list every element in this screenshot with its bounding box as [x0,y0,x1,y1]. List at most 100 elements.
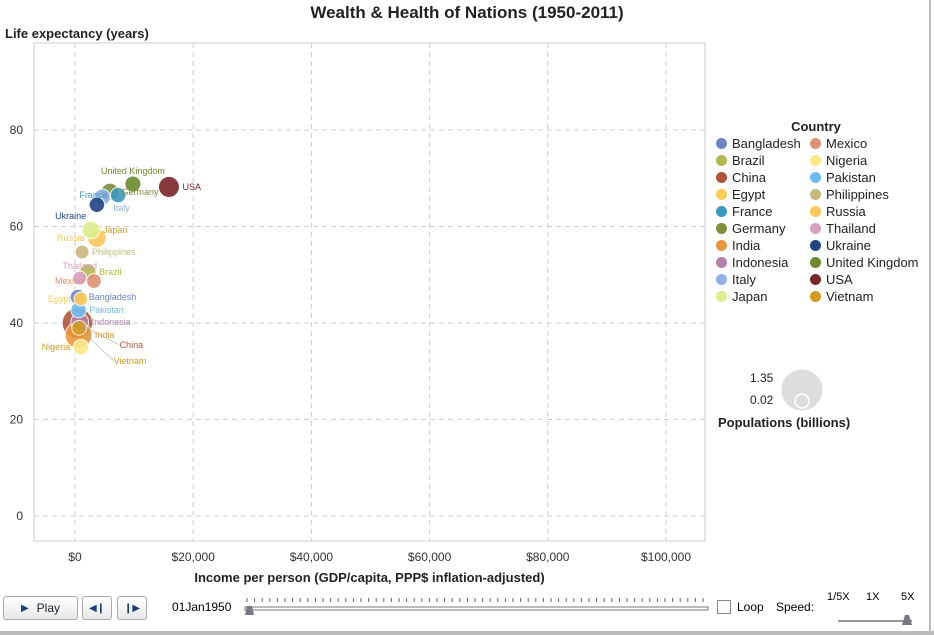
bubble-label: France [79,190,107,200]
legend-item[interactable]: Mexico [810,135,920,152]
legend-swatch [810,172,821,183]
legend-label: Germany [732,221,786,236]
legend-label: India [732,238,761,253]
legend-swatch [810,257,821,268]
legend-label: Brazil [732,153,765,168]
legend-item[interactable]: Egypt [716,186,810,203]
legend-swatch [716,172,727,183]
timeline-handle[interactable] [245,606,254,615]
bubble-label: Egypt [48,294,72,304]
legend-label: Ukraine [826,238,871,253]
legend-item[interactable]: USA [810,271,920,288]
legend-item[interactable]: China [716,169,810,186]
legend-item[interactable]: Philippines [810,186,920,203]
x-tick-label: $100,000 [641,550,691,564]
step-forward-button[interactable]: ❙▶ [117,596,147,620]
play-button[interactable]: ▶ Play [3,596,78,620]
legend-item[interactable]: Brazil [716,152,810,169]
bubble-label: Indonesia [92,317,131,327]
bubble-label: Germany [122,187,160,197]
legend-label: Philippines [826,187,889,202]
y-axis-label: Life expectancy (years) [5,26,149,41]
x-tick-label: $60,000 [408,550,452,564]
legend-label: China [732,170,766,185]
legend-item[interactable]: Nigeria [810,152,920,169]
speed-slider-handle [902,615,912,625]
legend-item[interactable]: India [716,237,810,254]
legend-label: Thailand [826,221,876,236]
bubble-label: Mexico [55,276,84,286]
bubble-label: Bangladesh [89,292,137,302]
legend-swatch [810,155,821,166]
play-icon: ▶ [20,602,29,614]
legend-swatch [810,240,821,251]
legend-item[interactable]: Bangladesh [716,135,810,152]
legend-item[interactable]: Ukraine [810,237,920,254]
legend-swatch [716,223,727,234]
x-tick-label: $80,000 [526,550,570,564]
bubble-usa[interactable] [157,175,180,198]
bubble-label: Nigeria [42,342,71,352]
legend-swatch [716,274,727,285]
legend-label: Pakistan [826,170,876,185]
legend-item[interactable]: Germany [716,220,810,237]
legend-swatch [716,138,727,149]
right-border [929,0,931,635]
legend-label: Egypt [732,187,766,202]
y-tick-label: 80 [10,123,24,137]
x-tick-label: $40,000 [290,550,334,564]
legend-item[interactable]: Thailand [810,220,920,237]
legend-item[interactable]: Italy [716,271,810,288]
legend-label: Japan [732,289,768,304]
bubble-philippines[interactable] [74,244,90,260]
legend-label: USA [826,272,853,287]
legend-item[interactable]: Japan [716,288,810,305]
legend-item[interactable]: United Kingdom [810,254,920,271]
size-legend-min-circle [794,393,810,409]
bubble-label: Italy [113,203,130,213]
legend-swatch [810,274,821,285]
bubble-thailand[interactable] [72,270,88,286]
legend-label: Indonesia [732,255,789,270]
speed-option-normal: 1X [866,591,880,603]
legend: Country Bangladesh Brazil China Egypt France… [716,119,920,305]
legend-item[interactable]: Vietnam [810,288,920,305]
bubble-united-kingdom[interactable] [124,175,142,193]
size-legend-max: 1.35 [750,371,774,385]
speed-slider[interactable] [836,612,916,626]
x-axis-label: Income per person (GDP/capita, PPP$ infl… [194,570,545,585]
bubble-japan[interactable] [81,220,101,240]
bubble-label: United Kingdom [101,166,165,176]
bubble-label: India [95,330,115,340]
legend-item[interactable]: France [716,203,810,220]
loop-checkbox[interactable] [717,600,731,614]
bubble-france[interactable] [109,186,127,204]
bubble-label: Philippines [92,247,136,257]
bubble-label: USA [182,182,201,192]
bubble-label: Vietnam [114,356,147,366]
legend-swatch [716,240,727,251]
label-leader-line [77,322,120,346]
legend-item[interactable]: Russia [810,203,920,220]
timeline-slider[interactable] [240,596,710,616]
legend-swatch [716,189,727,200]
legend-label: United Kingdom [826,255,919,270]
size-legend-min: 0.02 [750,393,774,407]
plot-area: $0 $20,000 $40,000 $60,000 $80,000 $100,000 0 2… [10,42,706,564]
step-back-button[interactable]: ◀❙ [82,596,112,620]
bubble-label: Brazil [99,267,122,277]
plot-frame [33,42,706,542]
size-legend: 1.35 0.02 Populations (billions) [718,366,858,436]
legend-item[interactable]: Pakistan [810,169,920,186]
legend-label: Russia [826,204,866,219]
legend-item[interactable]: Indonesia [716,254,810,271]
bubble-nigeria[interactable] [72,338,90,356]
bubble-label: Thailand [62,261,97,271]
label-leader-line [78,327,114,362]
legend-label: Nigeria [826,153,868,168]
size-legend-max-circle [780,368,824,412]
bubble-ukraine[interactable] [88,196,106,214]
chart-title: Wealth & Health of Nations (1950-2011) [310,3,624,22]
bubble-egypt[interactable] [73,291,89,307]
y-tick-label: 60 [10,220,24,234]
